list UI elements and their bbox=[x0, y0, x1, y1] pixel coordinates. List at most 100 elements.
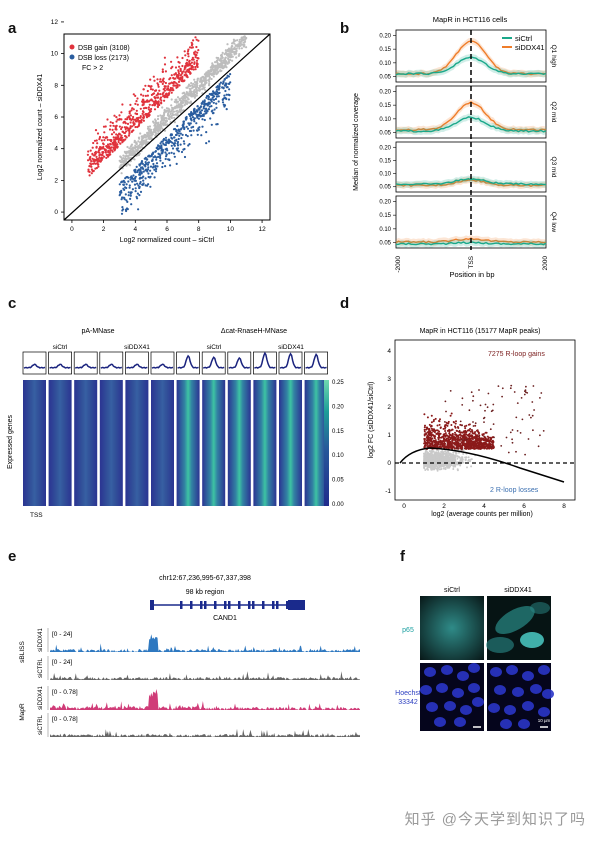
point-gain bbox=[186, 52, 189, 55]
point-gain-sparse bbox=[539, 434, 541, 437]
point-ns bbox=[225, 53, 229, 57]
point-ns bbox=[427, 459, 429, 462]
point-gain bbox=[176, 56, 179, 59]
point-ns bbox=[424, 461, 427, 464]
point-gain bbox=[466, 442, 468, 445]
point-gain bbox=[185, 70, 188, 73]
point-gain bbox=[442, 440, 445, 443]
point-ns bbox=[130, 156, 133, 159]
point-gain bbox=[443, 444, 446, 447]
point-gain bbox=[114, 148, 117, 151]
point-ns bbox=[202, 79, 205, 82]
point-gain bbox=[197, 39, 200, 42]
losses-label: 2 R-loop losses bbox=[490, 487, 539, 494]
point-ns bbox=[440, 460, 443, 463]
point-gain bbox=[92, 159, 95, 162]
exon bbox=[238, 601, 241, 609]
point-ns bbox=[220, 69, 223, 72]
point-gain bbox=[492, 446, 495, 449]
point-ns bbox=[426, 461, 429, 464]
point-gain bbox=[189, 62, 192, 65]
point-gain bbox=[467, 434, 470, 437]
point-ns bbox=[225, 52, 228, 55]
point-gain bbox=[181, 79, 184, 82]
point-gain bbox=[450, 434, 453, 437]
point-gain bbox=[108, 146, 111, 149]
point-gain bbox=[109, 142, 112, 146]
point-ns bbox=[452, 451, 455, 454]
point-ns bbox=[438, 460, 441, 463]
point-gain bbox=[186, 50, 190, 53]
point-ns bbox=[423, 456, 426, 459]
point-loss bbox=[207, 101, 210, 104]
point-gain bbox=[475, 435, 478, 438]
point-ns bbox=[442, 456, 445, 459]
point-ns bbox=[211, 64, 214, 67]
point-loss bbox=[147, 183, 150, 186]
point-ns bbox=[454, 460, 457, 463]
point-ns bbox=[195, 81, 198, 84]
heatmap-column bbox=[202, 380, 226, 506]
point-gain bbox=[140, 120, 143, 123]
point-ns bbox=[433, 465, 436, 468]
point-gain bbox=[96, 157, 99, 161]
point-gain bbox=[435, 444, 437, 447]
point-ns bbox=[444, 455, 447, 458]
point-ns bbox=[141, 137, 144, 140]
point-ns bbox=[167, 114, 170, 117]
point-ns bbox=[229, 58, 232, 62]
point-gain bbox=[461, 435, 464, 438]
point-ns bbox=[423, 456, 426, 459]
exon bbox=[286, 601, 289, 609]
point-gain bbox=[149, 109, 152, 112]
point-gain bbox=[465, 443, 468, 445]
point-ns bbox=[184, 97, 187, 100]
point-gain bbox=[467, 433, 470, 436]
point-ns bbox=[230, 55, 233, 59]
point-gain bbox=[475, 429, 478, 432]
point-ns bbox=[192, 93, 195, 96]
point-gain bbox=[471, 430, 474, 433]
point-gain bbox=[185, 75, 188, 78]
point-ns bbox=[442, 455, 445, 458]
point-ns bbox=[432, 458, 435, 461]
point-gain bbox=[135, 117, 138, 120]
point-gain bbox=[133, 122, 136, 126]
point-ns bbox=[452, 465, 455, 468]
point-ns bbox=[458, 462, 461, 465]
point-gain bbox=[88, 170, 91, 173]
point-ns bbox=[192, 86, 195, 89]
point-ns bbox=[120, 161, 123, 164]
point-gain bbox=[106, 146, 109, 149]
point-ns bbox=[141, 136, 144, 139]
point-gain bbox=[466, 444, 468, 447]
point-ns bbox=[216, 65, 219, 68]
point-gain bbox=[430, 439, 433, 442]
point-ns bbox=[180, 106, 183, 109]
point-ns bbox=[445, 456, 448, 459]
point-loss bbox=[203, 100, 206, 103]
point-gain bbox=[453, 436, 456, 439]
point-gain bbox=[459, 436, 462, 439]
point-gain bbox=[438, 447, 441, 450]
point-gain bbox=[479, 447, 482, 450]
point-ns bbox=[437, 454, 440, 456]
point-gain bbox=[103, 148, 106, 151]
point-gain bbox=[432, 446, 435, 449]
point-loss bbox=[138, 171, 141, 174]
point-gain bbox=[450, 446, 453, 448]
point-ns bbox=[123, 163, 126, 166]
point-gain-sparse bbox=[456, 447, 459, 450]
point-ns bbox=[146, 135, 149, 138]
point-loss bbox=[151, 152, 154, 155]
point-ns bbox=[206, 73, 209, 76]
point-ns bbox=[163, 129, 167, 132]
point-ns bbox=[161, 115, 164, 118]
point-gain bbox=[426, 438, 429, 440]
point-ns bbox=[448, 465, 451, 468]
point-gain bbox=[488, 441, 491, 444]
colorbar-label: 0.25 bbox=[332, 380, 344, 386]
point-loss bbox=[195, 129, 199, 132]
point-gain bbox=[472, 432, 475, 435]
point-ns bbox=[467, 458, 470, 461]
